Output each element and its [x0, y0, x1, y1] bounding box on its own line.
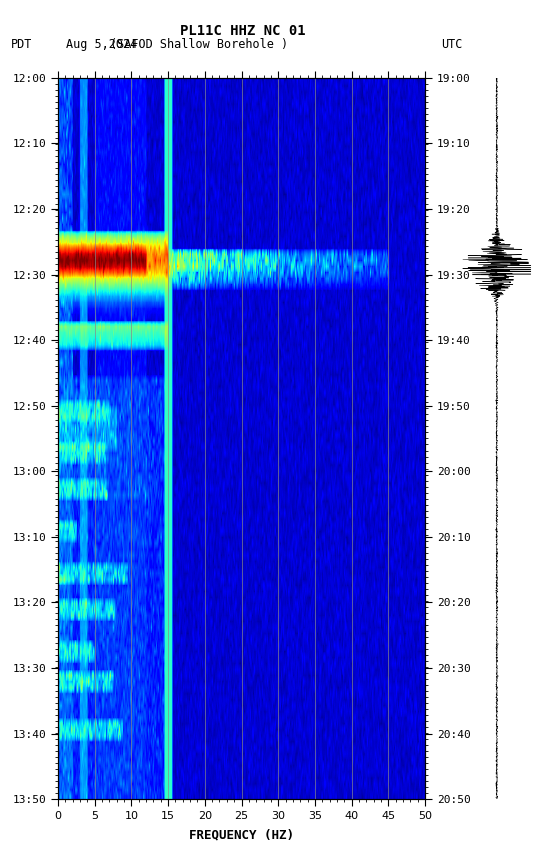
- Text: PL11C HHZ NC 01: PL11C HHZ NC 01: [180, 24, 306, 38]
- X-axis label: FREQUENCY (HZ): FREQUENCY (HZ): [189, 828, 294, 841]
- Text: Aug 5,2024: Aug 5,2024: [66, 38, 137, 52]
- Text: PDT: PDT: [11, 38, 33, 52]
- Text: (SAFOD Shallow Borehole ): (SAFOD Shallow Borehole ): [110, 38, 288, 52]
- Text: UTC: UTC: [442, 38, 463, 52]
